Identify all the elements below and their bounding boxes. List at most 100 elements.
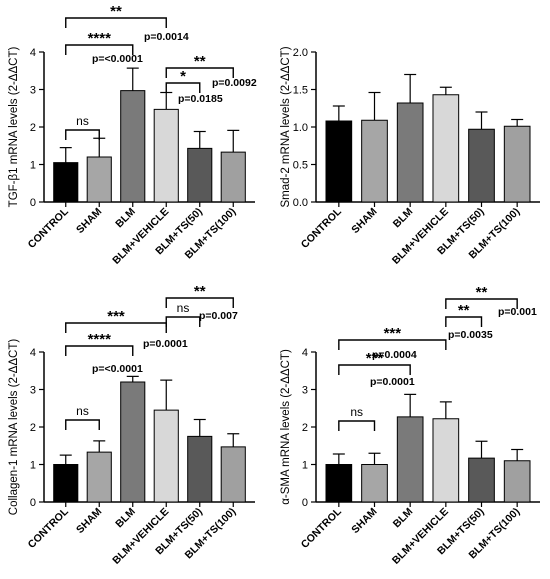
bar-BLM+TS(50) xyxy=(187,147,213,203)
significance-bracket xyxy=(65,345,134,356)
y-axis-label: Collagen-1 mRNA levels (2-ΔΔCT) xyxy=(8,339,20,516)
significance-bracket xyxy=(165,82,201,93)
significance-label: *** xyxy=(384,325,402,342)
significance-label: *** xyxy=(107,308,125,325)
y-tick-label: 3 xyxy=(30,85,36,97)
significance-bracket xyxy=(445,316,483,327)
y-tick-label: 4 xyxy=(30,347,36,359)
significance-label: ns xyxy=(177,301,190,315)
significance-bracket xyxy=(165,316,201,327)
y-tick-label: 1.5 xyxy=(293,85,308,97)
bar-SHAM xyxy=(361,119,388,203)
y-tick-label: 3 xyxy=(302,385,308,397)
x-tick-label: SHAM xyxy=(349,505,380,536)
p-value-label: p=0.0092 xyxy=(212,77,257,89)
bar-BLM+VEHICLE xyxy=(432,94,460,203)
p-value-label: p=0.0185 xyxy=(178,93,223,105)
y-tick-label: 1 xyxy=(30,460,36,472)
x-tick-label: CONTROL xyxy=(299,205,345,251)
significance-label: ** xyxy=(110,3,122,20)
bar-SHAM xyxy=(361,464,388,503)
significance-bracket xyxy=(165,297,234,308)
significance-label: **** xyxy=(88,30,112,47)
y-tick-label: 3 xyxy=(30,385,36,397)
bar-CONTROL xyxy=(325,120,353,203)
x-tick-label: CONTROL xyxy=(299,505,345,551)
y-tick-label: 2.0 xyxy=(293,47,308,59)
p-value-label: p=0.0014 xyxy=(144,31,189,43)
bar-CONTROL xyxy=(325,464,353,503)
chart-panel-3: 0 1 2 3 4 Collagen-1 mRNA levels (2-ΔΔCT) CONT… xyxy=(8,283,255,567)
x-tick-label: SHAM xyxy=(349,205,380,236)
y-tick-label: 0 xyxy=(30,497,36,509)
significance-label: ns xyxy=(76,404,89,418)
significance-bracket xyxy=(65,44,134,55)
y-tick-label: 0.5 xyxy=(293,160,308,172)
p-value-label: p=0.0004 xyxy=(372,349,417,361)
bar-CONTROL xyxy=(53,162,79,203)
chart-panel-1: 0 1 2 3 4 TGF-β1 mRNA levels (2-ΔΔCT) CONTROL S… xyxy=(8,3,257,267)
y-axis-label: Smad-2 mRNA levels (2-ΔΔCT) xyxy=(280,46,292,207)
p-value-label: p=<0.0001 xyxy=(92,363,143,375)
bar-BLM+TS(100) xyxy=(220,151,246,203)
bar-BLM+TS(50) xyxy=(468,457,495,503)
significance-bracket xyxy=(165,67,234,78)
bar-BLM xyxy=(396,416,424,503)
y-tick-label: 4 xyxy=(302,347,308,359)
y-axis-label: TGF-β1 mRNA levels (2-ΔΔCT) xyxy=(8,47,20,208)
significance-label: **** xyxy=(88,331,112,348)
significance-label: ** xyxy=(194,53,206,70)
x-tick-label: BLM xyxy=(113,205,138,230)
significance-label: ns xyxy=(76,114,89,128)
x-tick-label: SHAM xyxy=(74,505,105,536)
p-value-label: p=0.0035 xyxy=(448,329,493,341)
significance-bracket xyxy=(65,129,100,140)
bar-BLM+VEHICLE xyxy=(153,409,179,503)
p-value-label: p=0.0001 xyxy=(370,376,415,388)
significance-label: ns xyxy=(350,405,363,419)
bar-BLM xyxy=(396,102,424,203)
bar-SHAM xyxy=(86,451,112,503)
chart-panel-4: 0 1 2 3 4 α-SMA mRNA levels (2-ΔΔCT) CONTROL SH… xyxy=(280,284,540,567)
y-tick-label: 2 xyxy=(30,122,36,134)
significance-bracket xyxy=(338,420,376,431)
y-tick-label: 1.0 xyxy=(293,122,308,134)
significance-label: ** xyxy=(476,284,488,301)
bar-BLM+TS(100) xyxy=(503,125,531,203)
significance-label: * xyxy=(180,68,186,85)
bar-BLM xyxy=(120,381,146,503)
x-tick-label: CONTROL xyxy=(26,505,72,551)
y-tick-label: 2 xyxy=(30,422,36,434)
y-tick-label: 0 xyxy=(302,497,308,509)
bar-BLM+VEHICLE xyxy=(432,418,460,503)
bar-BLM xyxy=(120,90,146,203)
y-axis-label: α-SMA mRNA levels (2-ΔΔCT) xyxy=(280,349,292,505)
bar-CONTROL xyxy=(53,464,79,503)
significance-bracket xyxy=(65,17,167,28)
significance-label: *** xyxy=(366,350,384,367)
significance-bracket xyxy=(338,339,447,350)
significance-bracket xyxy=(65,322,167,333)
x-tick-label: CONTROL xyxy=(26,205,72,251)
significance-bracket xyxy=(338,364,411,375)
y-tick-label: 2 xyxy=(302,422,308,434)
p-value-label: p=0.007 xyxy=(199,310,238,322)
y-tick-label: 0 xyxy=(30,197,36,209)
bar-BLM+TS(100) xyxy=(220,446,246,503)
p-value-label: p=0.0001 xyxy=(143,338,188,350)
x-tick-label: BLM xyxy=(113,505,138,530)
significance-bracket xyxy=(445,298,518,309)
x-tick-label: BLM xyxy=(391,505,416,530)
y-tick-label: 1 xyxy=(30,160,36,172)
p-value-label: p=0.001 xyxy=(498,306,537,318)
bar-BLM+TS(50) xyxy=(187,435,213,503)
significance-label: ** xyxy=(458,302,470,319)
bar-BLM+TS(100) xyxy=(503,460,531,503)
y-tick-label: 4 xyxy=(30,47,36,59)
x-tick-label: SHAM xyxy=(74,205,105,236)
bar-BLM+VEHICLE xyxy=(153,108,179,203)
x-tick-label: BLM xyxy=(391,205,416,230)
bar-SHAM xyxy=(86,156,112,203)
